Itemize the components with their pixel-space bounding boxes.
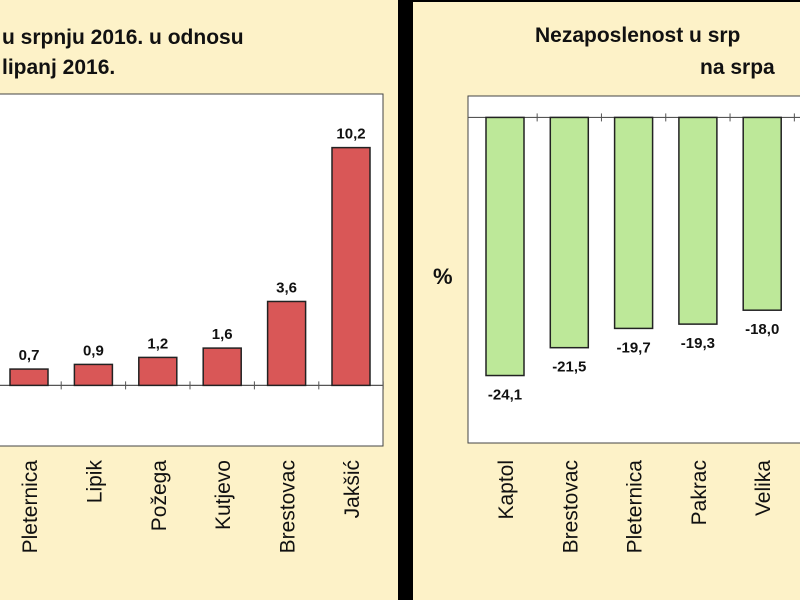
category-label: Pleternica — [624, 460, 647, 554]
value-label: -19,7 — [616, 339, 650, 356]
chart-title-line-1: u srpnju 2016. u odnosu — [2, 26, 244, 49]
bar — [138, 356, 178, 387]
chart-title-line-1: Nezaposlenost u srp — [535, 24, 741, 47]
bar — [202, 347, 242, 387]
value-label: -18,0 — [745, 321, 779, 338]
bar — [613, 116, 654, 330]
value-label: 0,9 — [83, 342, 104, 359]
category-label: Požega — [148, 460, 171, 532]
value-label: 1,2 — [147, 335, 168, 352]
bar — [549, 116, 590, 349]
category-label: Brestovac — [277, 460, 300, 553]
chart-title-line-2: lipanj 2016. — [2, 56, 116, 79]
bar — [331, 146, 371, 387]
value-label: -24,1 — [488, 387, 522, 404]
category-label: Pleternica — [19, 460, 42, 554]
value-label: -21,5 — [552, 359, 586, 376]
category-label: Kutjevo — [212, 460, 235, 530]
bar — [9, 368, 49, 387]
category-label: Jakšić — [341, 460, 364, 518]
value-label: 0,7 — [19, 347, 40, 364]
bar-chart-left: 0,7 Pleternica 0,9 Lipik 1,2 Požega 1,6 Kutjevo… — [0, 93, 384, 554]
bar — [485, 116, 525, 377]
category-label: Velika — [752, 460, 775, 516]
category-label: Brestovac — [559, 460, 582, 553]
value-label: 1,6 — [212, 326, 233, 343]
value-label: 3,6 — [276, 279, 297, 296]
value-label: 10,2 — [336, 126, 365, 143]
bar — [678, 116, 718, 325]
chart-title-line-2: na srpa — [700, 56, 775, 79]
y-axis-label: % — [433, 264, 453, 289]
bar-chart-right: -24,1 Kaptol -21,5 Brestovac -19,7 Pleternica… — [467, 95, 800, 554]
plot-area — [0, 93, 384, 447]
category-label: Kaptol — [495, 460, 518, 520]
value-label: -19,3 — [681, 335, 715, 352]
chart-panel-right: Nezaposlenost u srp na srpa % -24,1 Kapto… — [413, 2, 800, 600]
bar — [73, 363, 114, 387]
bar — [742, 116, 782, 311]
chart-panel-left: u srpnju 2016. u odnosu lipanj 2016. 0,7… — [0, 0, 398, 600]
category-label: Pakrac — [688, 460, 711, 525]
category-label: Lipik — [83, 460, 106, 504]
bar — [266, 300, 307, 387]
